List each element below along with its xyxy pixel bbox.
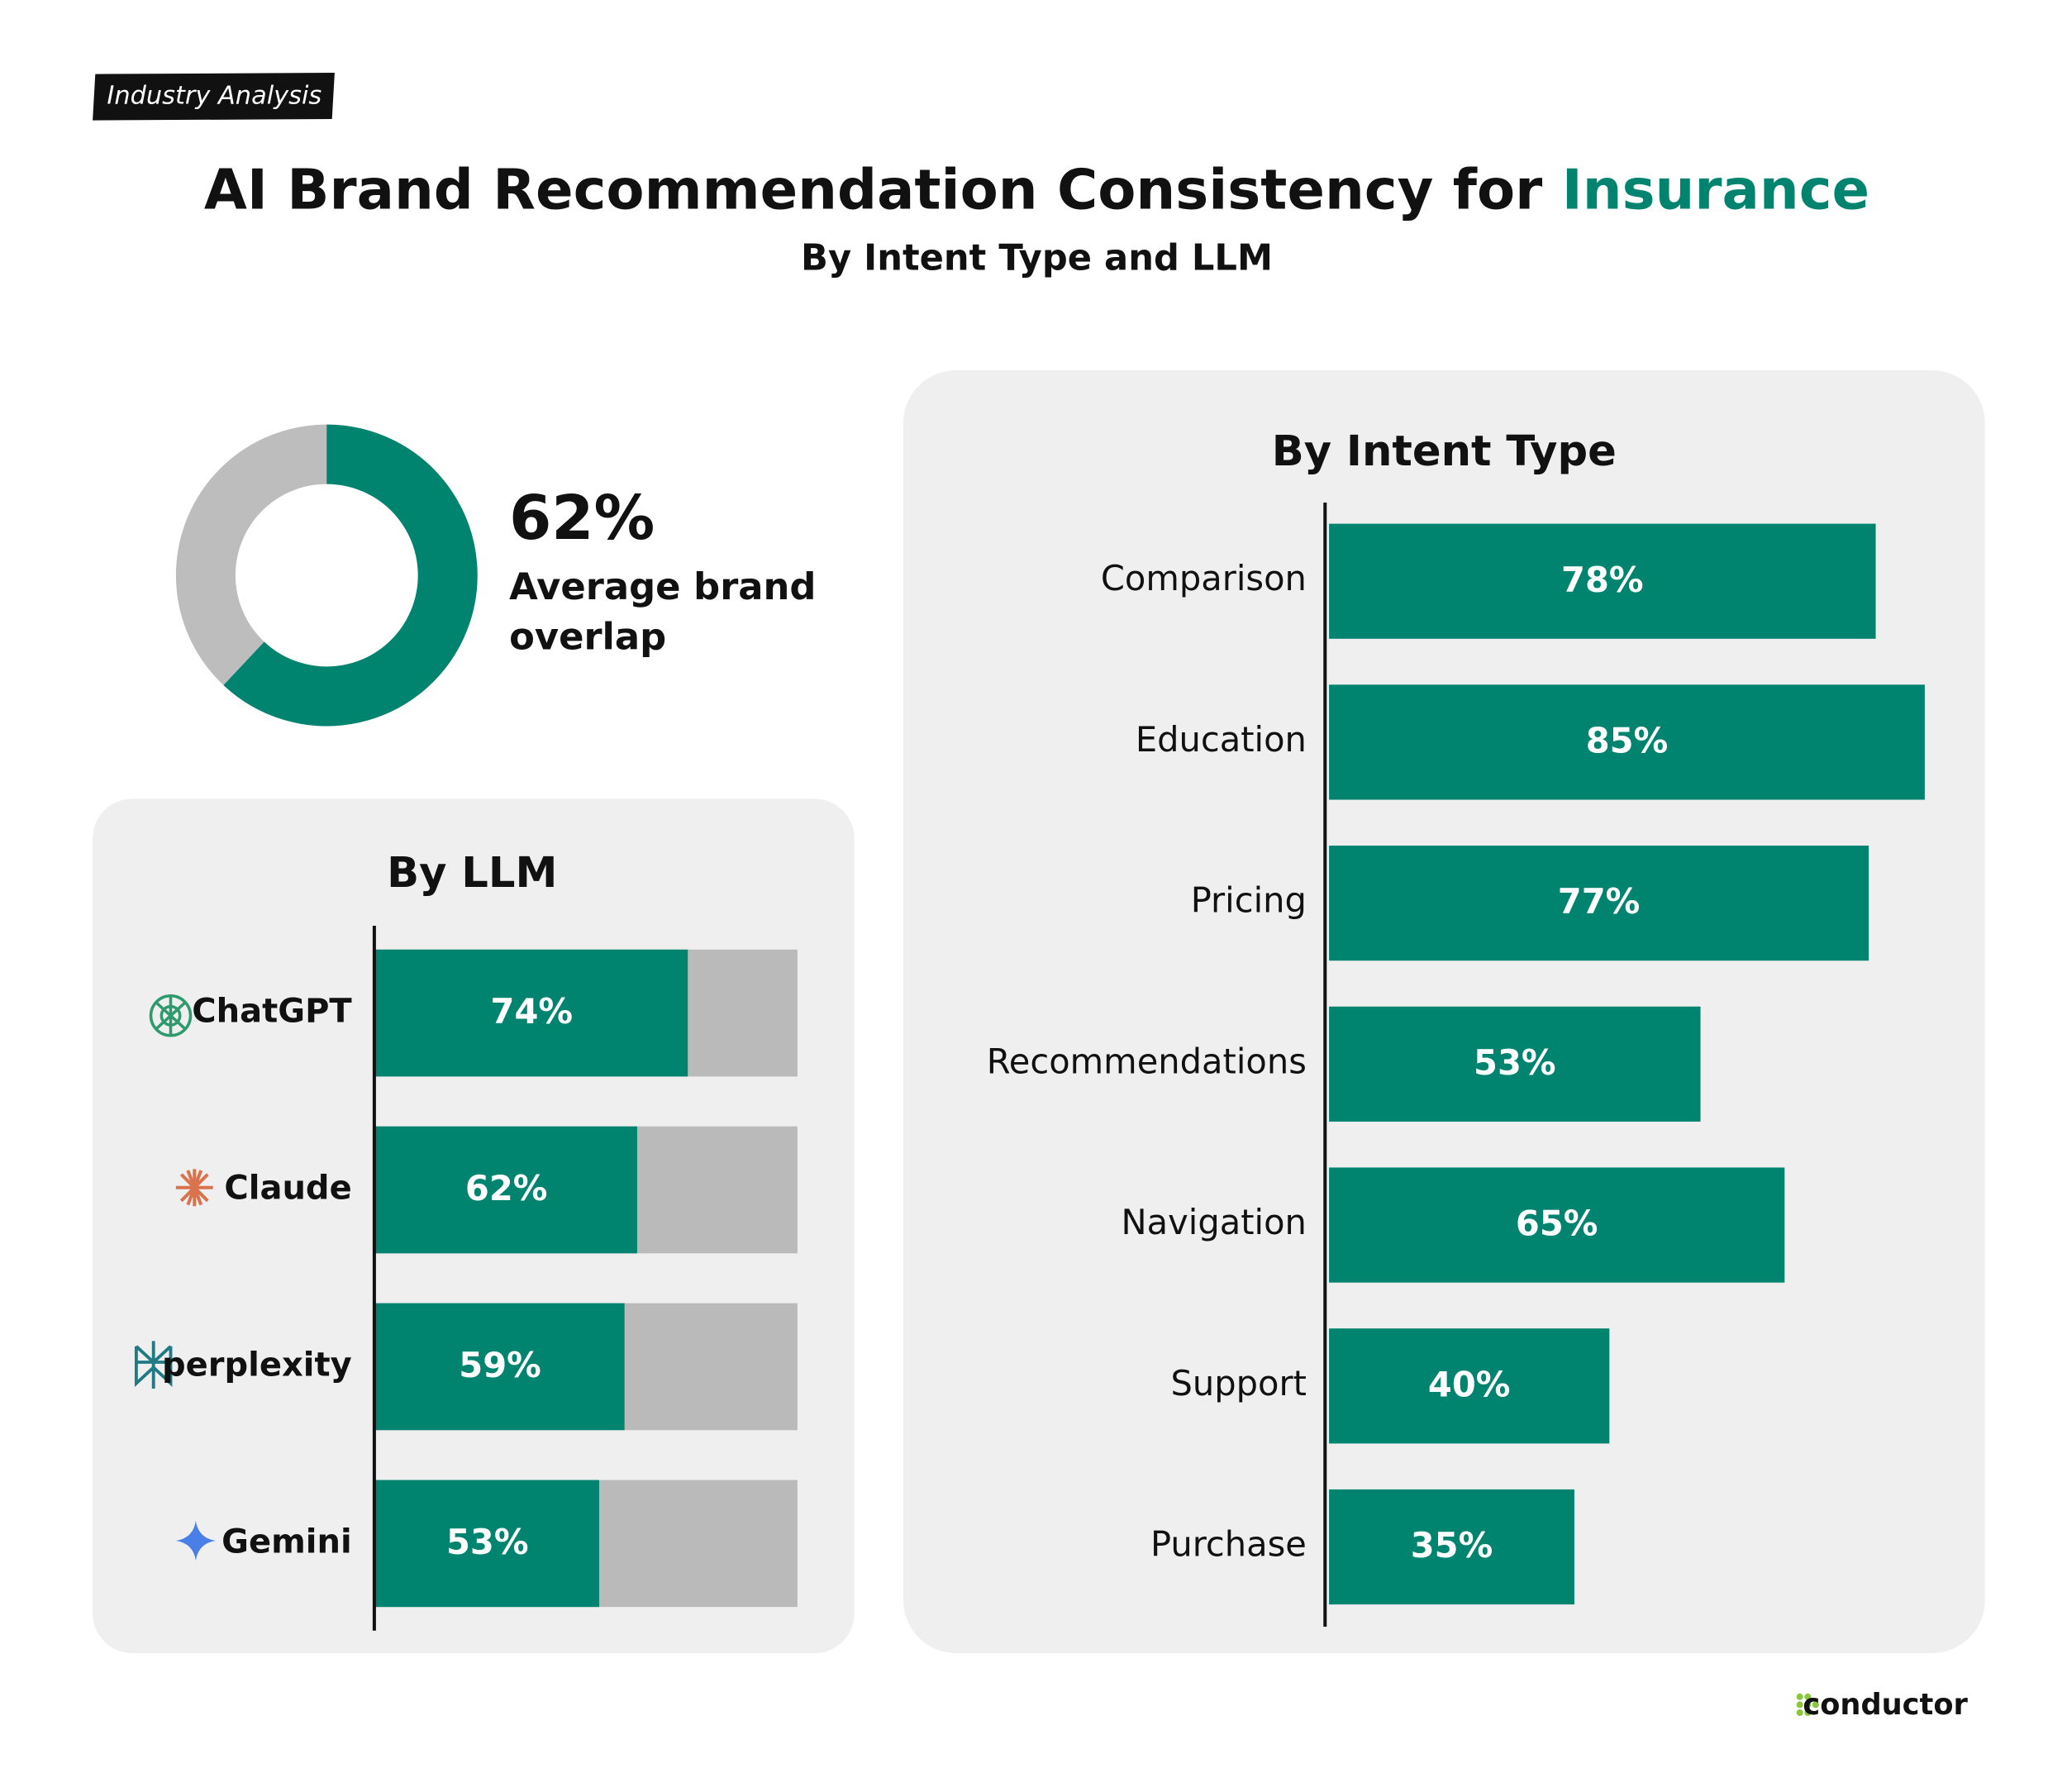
category-label: Pricing [1191,880,1307,921]
category-label: Claude [224,1170,351,1208]
bar [1329,1006,1701,1122]
panel-title: By Intent Type [1272,427,1617,476]
bar [375,1303,625,1431]
bar [1329,846,1869,961]
claude-icon [175,1169,213,1207]
category-label: Education [1136,719,1307,760]
donut-value: 62% [509,484,655,554]
bar [1329,1489,1574,1605]
perplexity-icon [134,1341,173,1389]
gemini-icon [175,1521,216,1561]
tag-box [93,73,335,121]
bar-value-label: 74% [491,991,574,1032]
donut-label: Average brand overlap [509,565,817,659]
category-label: Gemini [221,1523,352,1561]
bar [1329,1328,1610,1444]
title-highlight: Insurance [1562,157,1869,222]
bar-value-label: 53% [446,1522,529,1562]
chatgpt-icon [149,994,193,1037]
brand: conductor [1803,1688,1968,1722]
bar [1329,684,1925,800]
category-label: Comparison [1101,558,1307,598]
bar [375,1480,600,1608]
category-label: Navigation [1122,1202,1307,1242]
bar-value-label: 40% [1428,1364,1511,1404]
bar [375,1126,637,1254]
subtitle: By Intent Type and LLM [801,238,1273,279]
bar-value-label: 65% [1516,1203,1598,1244]
panel-title: By LLM [387,848,557,898]
bar-value-label: 85% [1586,721,1669,761]
bar [375,949,688,1077]
bar-value-label: 59% [459,1345,541,1385]
bar-value-label: 35% [1411,1525,1493,1566]
category-label: Purchase [1150,1524,1307,1565]
tag: Industry Analysis [107,81,321,110]
category-label: Recommendations [987,1041,1307,1081]
category-label: perplexity [162,1346,352,1384]
category-label: ChatGPT [192,993,352,1031]
donut-segment [223,424,478,727]
bar-value-label: 62% [465,1168,548,1208]
bar [1329,523,1876,639]
bar-value-label: 53% [1474,1042,1556,1083]
bar [1329,1167,1785,1283]
bar-value-label: 77% [1558,881,1641,922]
title-text: AI Brand Recommendation Consistency for [204,157,1542,222]
category-label: Support [1170,1363,1306,1404]
brand-icon [1796,1693,1819,1716]
donut-label-box: Average brand overlap [509,565,817,659]
title: AI Brand Recommendation Consistency for … [204,157,1869,222]
bar-value-label: 78% [1561,560,1644,600]
